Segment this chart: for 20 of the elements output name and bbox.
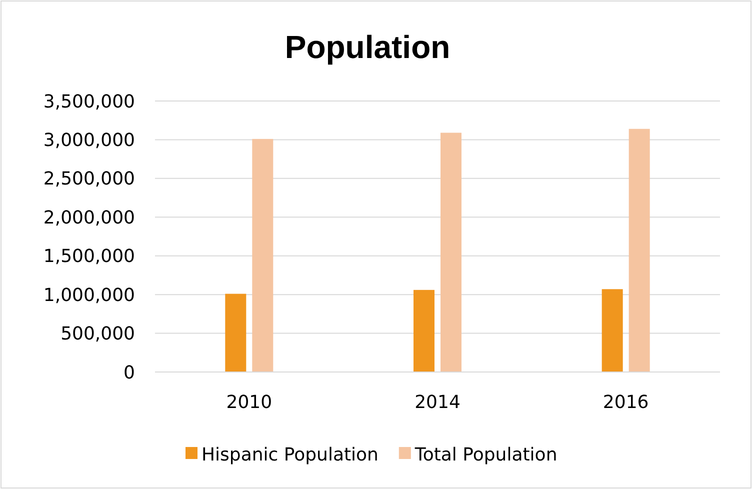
- bar: [414, 290, 434, 372]
- y-tick-label: 2,500,000: [43, 168, 135, 190]
- y-tick-label: 2,000,000: [43, 207, 135, 228]
- y-tick-label: 1,500,000: [43, 246, 135, 268]
- bar: [440, 132, 462, 372]
- bar: [628, 128, 650, 372]
- chart-title: Population: [284, 29, 450, 65]
- y-tick-label: 500,000: [60, 324, 135, 345]
- bar: [602, 289, 623, 372]
- x-tick-label: 2016: [602, 392, 649, 413]
- x-tick-label: 2014: [414, 392, 460, 413]
- legend-label: Hispanic Population: [202, 444, 378, 466]
- bar: [252, 138, 274, 372]
- y-tick-label: 0: [124, 362, 135, 384]
- y-tick-label: 3,500,000: [43, 91, 135, 112]
- bar: [225, 294, 246, 372]
- y-tick-label: 3,000,000: [43, 130, 135, 152]
- y-tick-label: 1,000,000: [43, 284, 135, 306]
- x-tick-label: 2010: [226, 392, 272, 413]
- legend-label: Total Population: [414, 444, 558, 466]
